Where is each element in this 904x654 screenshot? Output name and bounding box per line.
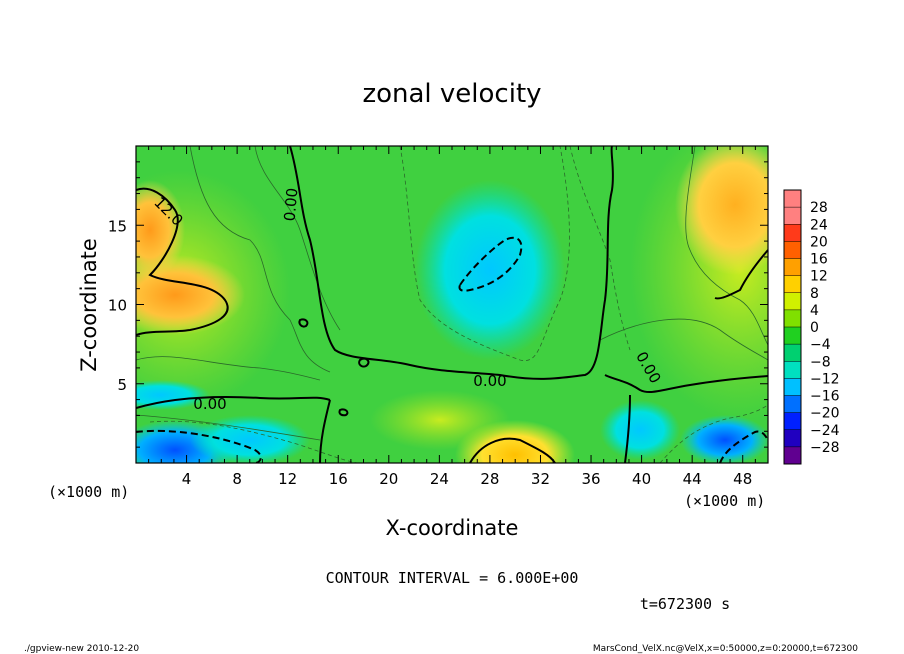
contour-label: 0.00 — [281, 187, 302, 222]
y-axis: 5 10 15 — [108, 161, 768, 448]
colorbar-swatch — [784, 241, 801, 259]
contour-lines-negative-bold — [136, 236, 768, 463]
colorbar-swatch — [784, 190, 801, 208]
y-tick-label: 15 — [108, 217, 127, 235]
colorbar-swatch — [784, 327, 801, 345]
y-tick-label: 10 — [108, 297, 127, 315]
colorbar-label: −16 — [810, 389, 840, 405]
colorbar-swatch — [784, 446, 801, 465]
colorbar-label: 28 — [810, 200, 828, 216]
x-tick-label: 4 — [182, 470, 192, 488]
x-unit-label-left: (×1000 m) — [48, 483, 129, 501]
velocity-field: 0.00 0.00 0.00 0.00 12.0 — [136, 146, 768, 463]
colorbar-swatch — [784, 361, 801, 379]
colorbar-swatch — [784, 275, 801, 294]
colorbar-label: −20 — [810, 406, 840, 422]
x-unit-label-right: (×1000 m) — [684, 492, 765, 510]
colorbar-label: 0 — [810, 320, 819, 336]
colorbar-swatch — [784, 207, 801, 225]
y-axis-title: Z-coordinate — [77, 238, 101, 372]
colorbar-label: −28 — [810, 440, 840, 456]
colorbar-label: 8 — [810, 286, 819, 302]
colorbar-label: −8 — [810, 354, 831, 370]
colorbar-label: 4 — [810, 303, 819, 319]
contour-lines-thin — [136, 146, 768, 441]
colorbar-swatch — [784, 344, 801, 362]
x-tick-label: 44 — [683, 470, 702, 488]
y-tick-label: 5 — [117, 376, 127, 394]
colorbar-swatch — [784, 309, 801, 328]
x-tick-label: 16 — [329, 470, 348, 488]
colorbar-label: −24 — [810, 423, 840, 439]
colorbar-label: 16 — [810, 252, 828, 268]
x-tick-label: 40 — [632, 470, 651, 488]
x-tick-label: 8 — [232, 470, 242, 488]
colorbar-label: 20 — [810, 234, 828, 250]
x-tick-label: 48 — [733, 470, 752, 488]
colorbar-swatch — [784, 292, 801, 311]
colorbar-swatch — [784, 429, 801, 448]
x-axis: 4 8 12 16 20 24 28 32 36 40 44 48 — [148, 146, 756, 488]
colorbar-label: 12 — [810, 269, 828, 285]
x-tick-label: 32 — [531, 470, 550, 488]
x-tick-label: 20 — [379, 470, 398, 488]
contour-label: 0.00 — [193, 395, 226, 413]
x-tick-label: 12 — [278, 470, 297, 488]
contour-lines-zero — [136, 146, 768, 463]
colorbar-swatch — [784, 395, 801, 414]
colorbar-swatch — [784, 224, 801, 242]
colorbar-label: 24 — [810, 217, 828, 233]
footer-left: ./gpview-new 2010-12-20 — [24, 644, 139, 654]
colorbar-swatch — [784, 378, 801, 396]
colorbar-swatch — [784, 258, 801, 277]
x-tick-label: 24 — [430, 470, 449, 488]
contour-label: 0.00 — [473, 372, 506, 390]
footer-right: MarsCond_VelX.nc@VelX,x=0:50000,z=0:2000… — [593, 644, 858, 654]
contour-lines-negative — [149, 146, 768, 463]
time-text: t=672300 s — [640, 595, 730, 613]
chart-title: zonal velocity — [362, 79, 541, 109]
x-tick-label: 28 — [480, 470, 499, 488]
x-tick-label: 36 — [581, 470, 600, 488]
contour-interval-text: CONTOUR INTERVAL = 6.000E+00 — [326, 569, 579, 587]
colorbar-label: −12 — [810, 371, 840, 387]
x-axis-title: X-coordinate — [386, 516, 519, 540]
colorbar-label: −4 — [810, 337, 831, 353]
colorbar-swatch — [784, 412, 801, 431]
